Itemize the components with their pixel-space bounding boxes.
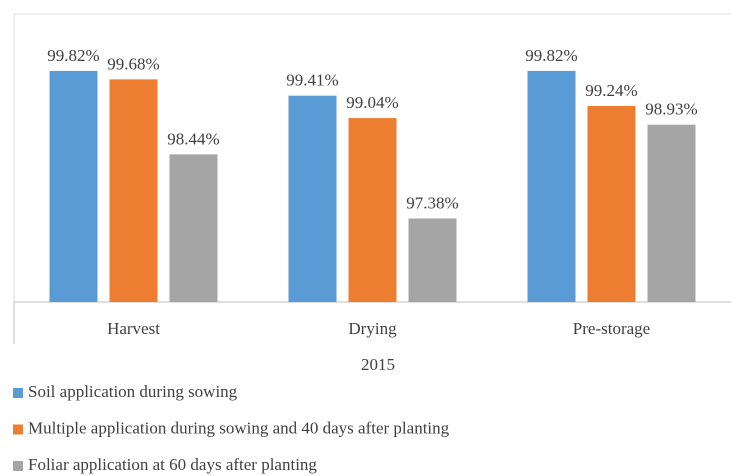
bar: [169, 154, 218, 302]
data-label: 98.44%: [167, 129, 219, 148]
data-label: 99.82%: [47, 46, 99, 65]
legend-swatch: [13, 388, 23, 398]
legend-swatch: [13, 424, 23, 435]
data-label: 99.41%: [286, 71, 338, 90]
bar: [587, 105, 636, 302]
bar: [647, 124, 696, 302]
data-label: 97.38%: [406, 193, 458, 212]
bar: [408, 218, 457, 302]
bar: [348, 118, 397, 302]
bar: [288, 95, 337, 302]
data-label: 99.82%: [525, 46, 577, 65]
x-axis-title: 2015: [361, 355, 395, 374]
bar: [527, 70, 576, 302]
x-tick-label: Harvest: [107, 319, 160, 338]
legend-label: Multiple application during sowing and 4…: [28, 418, 450, 437]
data-label: 99.68%: [107, 54, 159, 73]
data-label: 99.24%: [585, 81, 637, 100]
legend-swatch: [13, 461, 23, 471]
legend-label: Soil application during sowing: [28, 382, 238, 401]
data-label: 98.93%: [645, 100, 697, 119]
x-tick-label: Pre-storage: [573, 319, 650, 338]
bar: [109, 79, 158, 302]
data-label: 99.04%: [346, 93, 398, 112]
bar: [49, 70, 98, 302]
legend-label: Foliar application at 60 days after plan…: [28, 455, 317, 474]
x-tick-label: Drying: [348, 319, 397, 338]
